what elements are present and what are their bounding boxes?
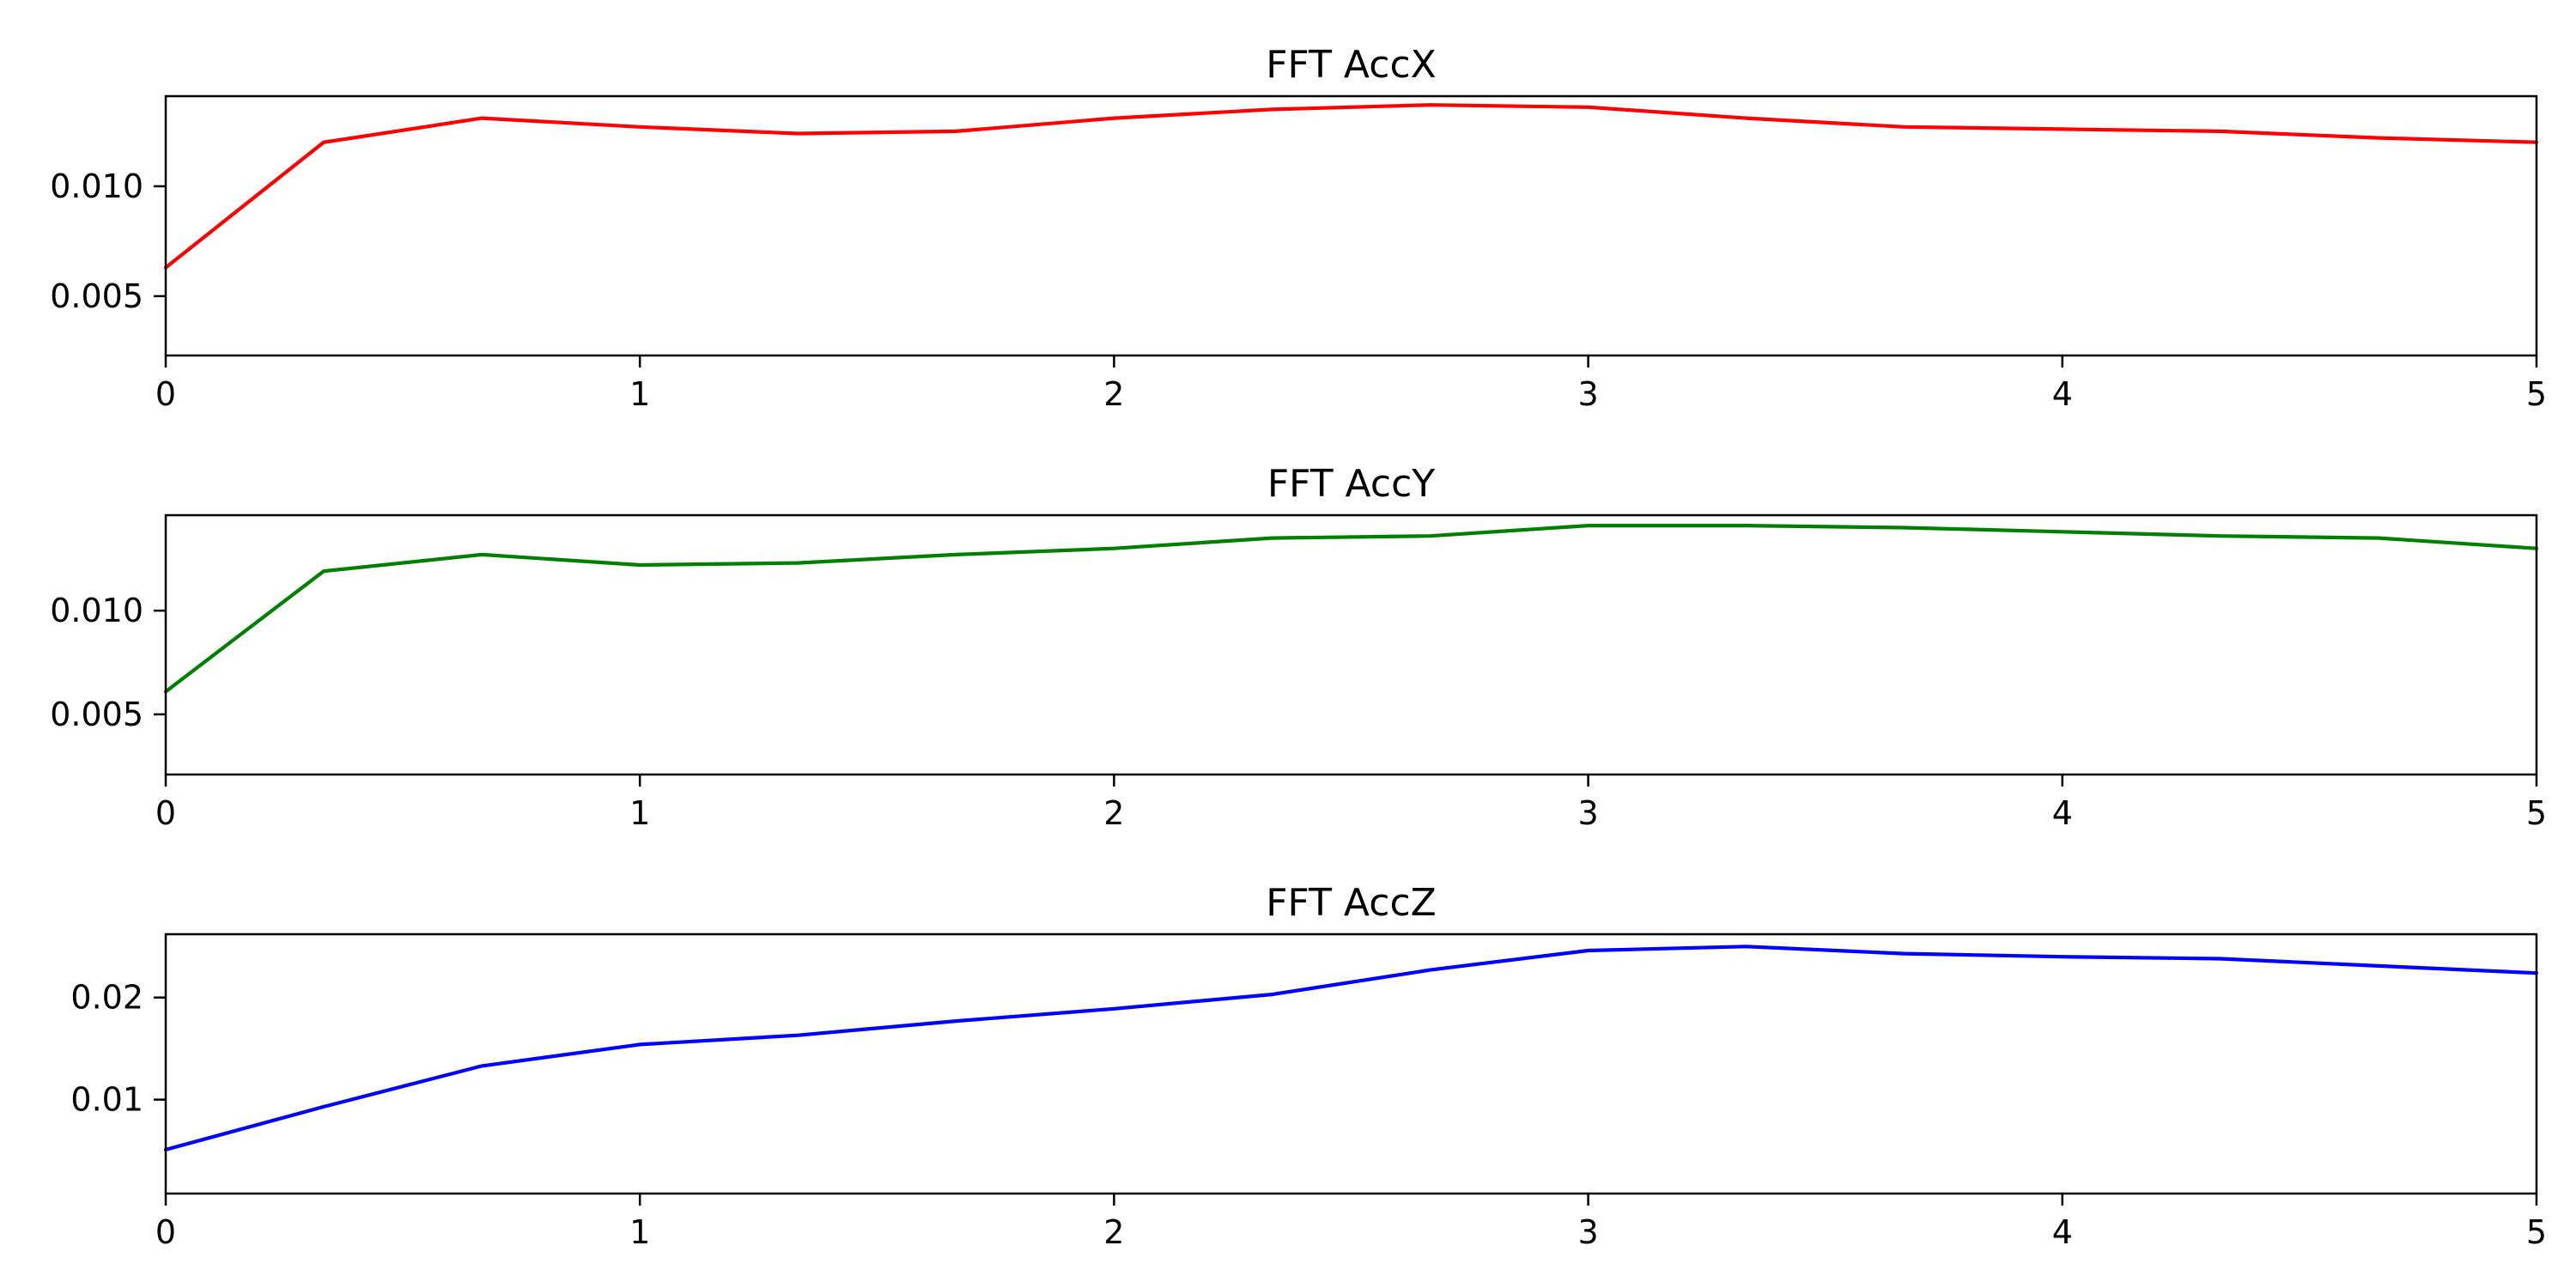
x-tick-label: 2 [1103, 1213, 1124, 1251]
x-tick-label: 2 [1103, 794, 1124, 832]
series-line-1 [163, 945, 2539, 1152]
x-tick-label: 0 [155, 375, 176, 413]
y-tick-label: 0.010 [50, 592, 143, 629]
series-line-1 [163, 523, 2539, 694]
x-tick-label: 5 [2526, 375, 2547, 413]
x-tick-label: 1 [629, 1213, 650, 1251]
subplot-1: FFT AccX 0 1 2 3 4 5 0.005 0.010 [50, 43, 2547, 413]
subplot-2: FFT AccY 0 1 2 3 4 5 0.005 0.010 [50, 462, 2547, 832]
x-tick-label: 4 [2052, 794, 2073, 832]
plot-frame [164, 513, 2538, 776]
y-tick-label: 0.005 [50, 696, 143, 733]
x-tick-label: 3 [1578, 375, 1599, 413]
chart-title: FFT AccY [1267, 462, 1435, 506]
x-tick-label: 4 [2052, 375, 2073, 413]
y-tick-label: 0.010 [50, 167, 143, 205]
plot-frame [164, 933, 2538, 1195]
x-tick-label: 1 [629, 375, 650, 413]
subplot-3: FFT AccZ 0 1 2 3 4 5 0.01 0.02 [70, 881, 2547, 1251]
chart-title: FFT AccX [1266, 43, 1437, 87]
x-tick-label: 5 [2526, 1213, 2547, 1251]
x-tick-label: 3 [1578, 1213, 1599, 1251]
x-tick-label: 5 [2526, 794, 2547, 832]
x-tick-label: 0 [155, 1213, 176, 1251]
y-tick-label: 0.01 [70, 1081, 143, 1119]
x-tick-label: 3 [1578, 794, 1599, 832]
series-line-1 [163, 103, 2539, 270]
x-tick-label: 4 [2052, 1213, 2073, 1251]
y-tick-label: 0.02 [70, 979, 143, 1017]
x-tick-label: 2 [1103, 375, 1124, 413]
y-tick-label: 0.005 [50, 277, 143, 315]
plot-frame [164, 94, 2538, 357]
chart-title: FFT AccZ [1266, 881, 1437, 925]
x-tick-label: 0 [155, 794, 176, 832]
x-tick-label: 1 [629, 794, 650, 832]
